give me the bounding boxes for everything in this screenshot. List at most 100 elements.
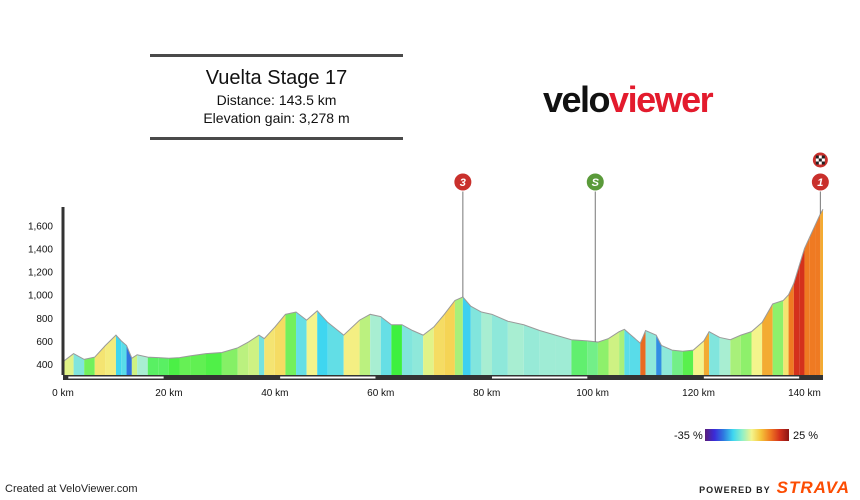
veloviewer-logo[interactable]: veloviewer (543, 79, 714, 120)
title-box: Vuelta Stage 17 Distance: 143.5 km Eleva… (150, 54, 403, 140)
gradient-legend-min: -35 % (674, 430, 703, 442)
profile-segment (205, 352, 222, 375)
y-tick-label: 600 (36, 337, 53, 348)
x-tick-label: 60 km (367, 388, 394, 399)
profile-segment (762, 303, 773, 375)
profile-segment (783, 294, 789, 375)
distance-bar-dash (703, 376, 800, 379)
profile-segment (730, 335, 741, 375)
profile-segment (423, 327, 434, 375)
profile-segment (804, 236, 810, 375)
profile-segment (237, 342, 249, 375)
profile-segment (656, 335, 662, 375)
profile-segment (820, 209, 823, 375)
checkered-flag-square (815, 161, 819, 165)
y-tick-label: 1,400 (28, 245, 53, 256)
y-tick-label: 400 (36, 360, 53, 371)
x-tick-label: 120 km (682, 388, 715, 399)
checkered-flag-square (818, 158, 822, 162)
powered-by-strava[interactable]: POWERED BY STRAVA (699, 478, 850, 498)
profile-segment (105, 335, 116, 375)
x-tick-label: 100 km (576, 388, 609, 399)
profile-segment (73, 353, 85, 375)
profile-segment (523, 324, 540, 375)
marker-badge (810, 172, 830, 192)
distance-bar-dash (491, 376, 588, 379)
gradient-legend-max: 25 % (793, 430, 819, 442)
profile-segment (158, 357, 169, 375)
profile-segment (751, 322, 763, 375)
profile-segment (629, 333, 641, 375)
profile-segment (274, 314, 286, 375)
x-tick-label: 80 km (473, 388, 500, 399)
y-tick-label: 800 (36, 314, 53, 325)
distance-bar-dash (68, 376, 164, 379)
marker-badge (585, 172, 605, 192)
profile-segment (815, 213, 821, 375)
profile-segment (248, 335, 259, 375)
stage-title: Vuelta Stage 17 (205, 67, 348, 89)
profile-segment (296, 312, 307, 375)
x-tick-label: 40 km (261, 388, 288, 399)
checkered-flag-square (818, 161, 822, 165)
profile-segment (788, 283, 794, 375)
y-tick-label: 1,200 (28, 268, 53, 279)
profile-segment (624, 329, 630, 375)
profile-segment (470, 306, 482, 375)
profile-segment (94, 345, 106, 375)
profile-segment (327, 322, 344, 375)
profile-segment (645, 330, 657, 375)
profile-segment (491, 314, 508, 375)
y-tick-label: 1,600 (28, 221, 53, 232)
profile-segment (391, 324, 402, 375)
profile-segment (693, 340, 704, 375)
checkered-flag-square (815, 155, 819, 159)
profile-segment (258, 335, 265, 375)
checkered-flag-square (821, 158, 825, 162)
profile-segment (285, 312, 297, 375)
profile-segment (131, 354, 138, 375)
profile-segment (799, 248, 805, 375)
profile-segment (587, 340, 598, 375)
profile-segment (370, 314, 381, 375)
profile-segment (137, 354, 148, 375)
profile-segment (121, 340, 127, 375)
profile-segment (179, 355, 191, 375)
checkered-flag-square (815, 158, 819, 162)
x-tick-label: 0 km (52, 388, 74, 399)
profile-segment (190, 353, 206, 375)
gradient-legend-bar (705, 429, 789, 441)
profile-segment (462, 297, 471, 375)
profile-segment (539, 330, 556, 375)
profile-segment (84, 357, 95, 375)
profile-segment (571, 339, 588, 375)
created-at-link[interactable]: Created at VeloViewer.com (5, 483, 138, 495)
checkered-flag-square (821, 155, 825, 159)
logo-part-velo: velo (543, 79, 611, 120)
profile-segment (608, 331, 620, 375)
profile-segment (809, 225, 816, 375)
profile-segment (597, 338, 609, 375)
profile-segment (412, 330, 424, 375)
profile-segment (147, 357, 159, 375)
profile-segment (772, 300, 784, 375)
profile-segment (306, 310, 318, 375)
distance-bar-dash (280, 376, 376, 379)
profile-segment (126, 345, 132, 375)
profile-segment (380, 316, 392, 375)
profile-segment (619, 329, 625, 375)
logo-part-viewer: viewer (609, 79, 714, 120)
stage-elevation-gain: Elevation gain: 3,278 m (203, 110, 350, 126)
checkered-flag-square (818, 155, 822, 159)
profile-segment (115, 335, 122, 375)
profile-segment (709, 331, 720, 375)
checkered-flag-square (821, 161, 825, 165)
marker-label: 3 (460, 177, 466, 189)
profile-segment (264, 327, 275, 375)
distance-bar (63, 375, 823, 380)
profile-segment (555, 335, 572, 375)
profile-segment (793, 265, 800, 375)
stage-distance: Distance: 143.5 km (216, 92, 337, 108)
profile-segment (740, 331, 752, 375)
